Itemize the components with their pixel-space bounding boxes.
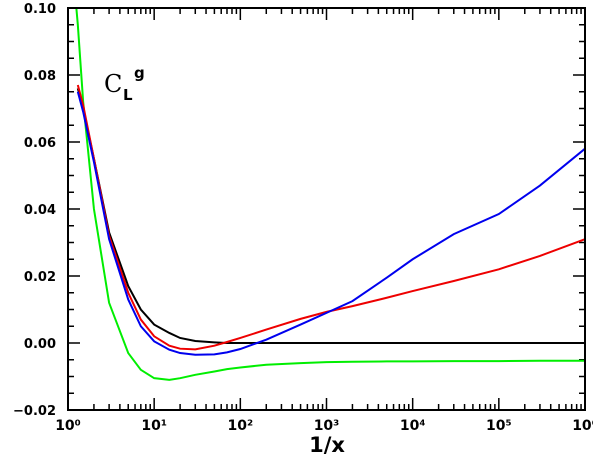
x-tick-label: 10⁰: [55, 418, 81, 434]
annotation-sup: g: [134, 64, 145, 82]
annotation-base: C: [104, 70, 122, 98]
y-tick-label: 0.04: [24, 203, 56, 218]
annotation-sub: L: [123, 86, 133, 104]
y-tick-label: 0.00: [24, 337, 56, 352]
y-tick-label: 0.08: [24, 69, 56, 84]
series-line: [76, 88, 585, 344]
y-tick-label: 0.10: [24, 2, 56, 17]
x-tick-label: 10²: [228, 418, 254, 434]
series-line: [76, 91, 585, 356]
x-tick-label: 10⁴: [400, 418, 426, 434]
plot-frame: [67, 7, 586, 411]
annotation: C L g: [104, 64, 145, 104]
y-tick-label: 0.02: [24, 270, 56, 285]
x-tick-label: 10⁵: [486, 418, 512, 434]
series-line: [75, 8, 585, 381]
y-tick-label: 0.06: [24, 136, 56, 151]
x-tick-label: 10¹: [141, 418, 167, 434]
x-axis-label: 1/x: [309, 433, 345, 457]
series-line: [76, 84, 585, 351]
x-tick-label: 10⁶: [572, 418, 593, 434]
y-tick-label: −0.02: [13, 404, 56, 419]
x-tick-label: 10³: [314, 418, 340, 434]
